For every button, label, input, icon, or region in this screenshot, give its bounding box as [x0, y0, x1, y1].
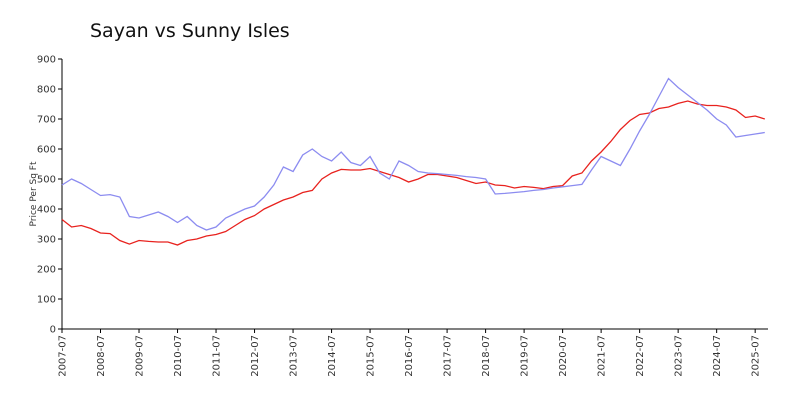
- x-tick-label: 2015-07: [366, 335, 377, 377]
- x-tick-label: 2021-07: [597, 335, 608, 377]
- y-tick-label: 600: [37, 145, 56, 156]
- x-tick-label: 2009-07: [135, 335, 146, 377]
- x-tick-label: 2024-07: [712, 335, 723, 377]
- y-axis-label: Price Per Sq Ft: [29, 161, 39, 226]
- x-tick-label: 2011-07: [212, 335, 223, 377]
- series-line: [61, 100, 765, 246]
- x-tick-label: 2014-07: [327, 335, 338, 377]
- x-tick-label: 2020-07: [558, 335, 569, 377]
- y-tick-label: 0: [50, 325, 56, 336]
- y-tick-label: 300: [37, 235, 56, 246]
- x-tick-label: 2008-07: [96, 335, 107, 377]
- y-tick-label: 800: [37, 85, 56, 96]
- x-tick-label: 2025-07: [751, 335, 762, 377]
- y-tick-label: 500: [37, 175, 56, 186]
- y-tick-label: 100: [37, 295, 56, 306]
- x-tick-label: 2022-07: [635, 335, 646, 377]
- series-line: [61, 77, 765, 231]
- x-tick-label: 2016-07: [404, 335, 415, 377]
- x-tick-label: 2013-07: [289, 335, 300, 377]
- y-tick-label: 700: [37, 115, 56, 126]
- y-tick-label: 900: [37, 55, 56, 66]
- x-tick-label: 2010-07: [173, 335, 184, 377]
- x-tick-label: 2007-07: [58, 335, 69, 377]
- x-tick-label: 2023-07: [674, 335, 685, 377]
- chart-title: Sayan vs Sunny Isles: [90, 20, 290, 42]
- y-tick-label: 400: [37, 205, 56, 216]
- y-tick-label: 200: [37, 265, 56, 276]
- x-tick-label: 2017-07: [443, 335, 454, 377]
- x-tick-label: 2012-07: [250, 335, 261, 377]
- x-tick-label: 2019-07: [520, 335, 531, 377]
- x-tick-label: 2018-07: [481, 335, 492, 377]
